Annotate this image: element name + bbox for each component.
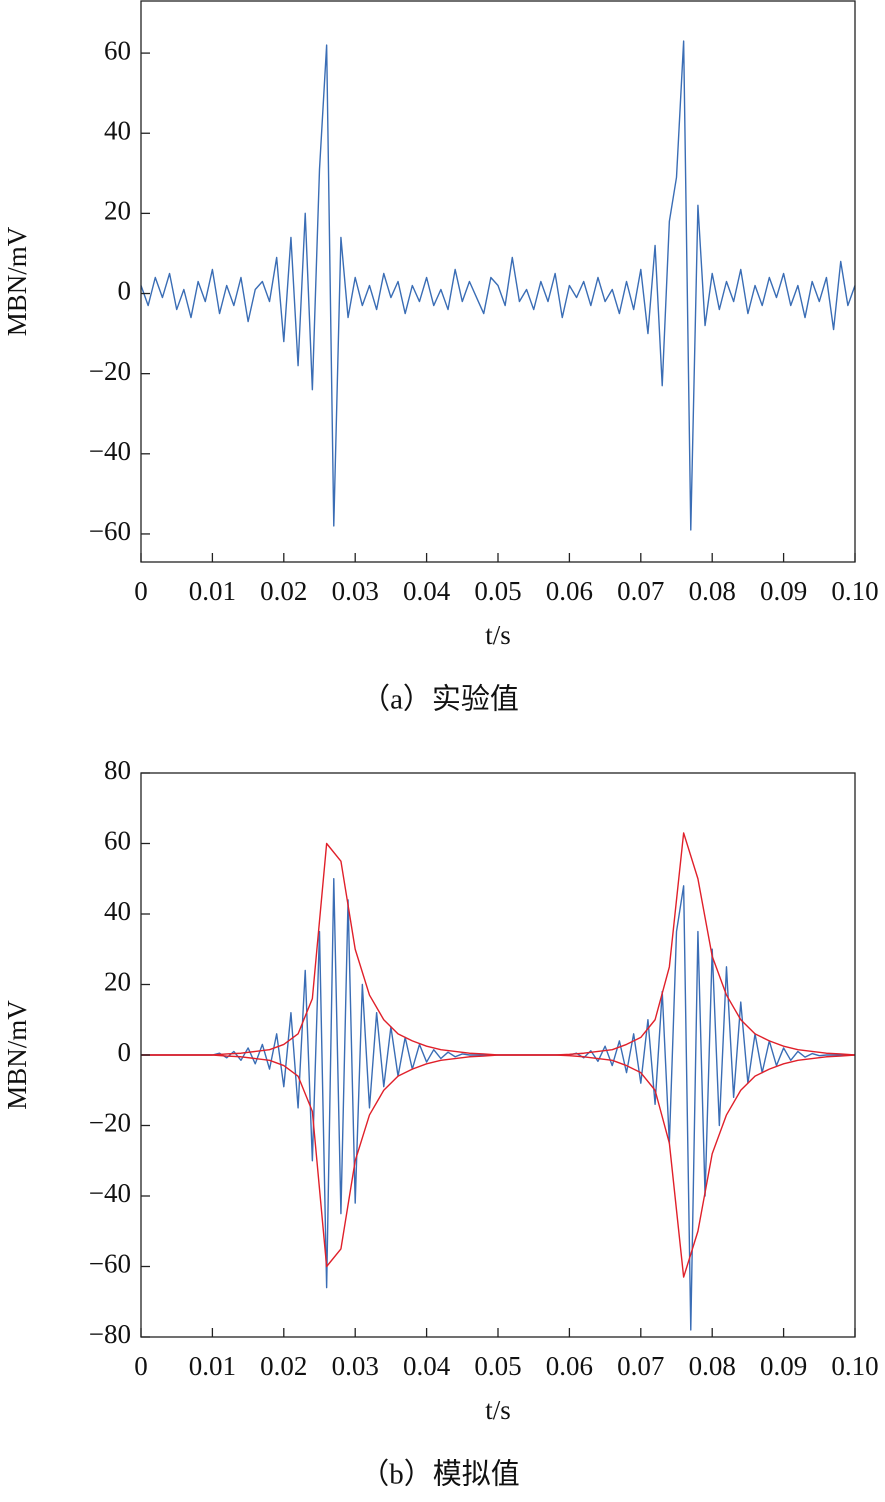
x-tick-label: 0.09 (760, 576, 807, 606)
x-tick-label: 0 (134, 576, 148, 606)
y-axis-label: MBN/mV (2, 226, 32, 336)
x-tick-label: 0.05 (474, 1351, 521, 1381)
x-tick-label: 0.02 (260, 576, 307, 606)
x-axis-label: t/s (485, 620, 511, 650)
y-tick-label: −40 (89, 1178, 131, 1208)
x-tick-label: 0.01 (189, 576, 236, 606)
data-line (141, 1054, 856, 1278)
y-tick-label: −60 (89, 516, 131, 546)
plot-frame (140, 0, 856, 563)
y-tick-label: 40 (104, 115, 131, 145)
x-tick-label: 0.03 (332, 576, 379, 606)
caption: （b）模拟值 (360, 1458, 520, 1491)
data-line (141, 878, 855, 1331)
x-tick-label: 0.07 (617, 1351, 664, 1381)
x-tick-label: 0.06 (546, 576, 593, 606)
x-tick-label: 0.04 (403, 1351, 451, 1381)
x-tick-label: 0.06 (546, 1351, 593, 1381)
y-tick-label: 20 (104, 967, 131, 997)
data-line (140, 40, 856, 531)
y-tick-label: −60 (89, 1249, 131, 1279)
x-tick-label: 0.08 (689, 1351, 736, 1381)
y-tick-label: 60 (104, 35, 131, 65)
x-tick-label: 0.10 (831, 1351, 878, 1381)
x-tick-label: 0.07 (617, 576, 664, 606)
x-tick-label: 0.01 (189, 1351, 236, 1381)
y-tick-label: −20 (89, 356, 131, 386)
x-tick-label: 0.05 (474, 576, 521, 606)
y-axis-label: MBN/mV (2, 1000, 32, 1110)
y-tick-label: 60 (104, 826, 131, 856)
x-axis-label: t/s (485, 1395, 511, 1425)
y-tick-label: 40 (104, 896, 131, 926)
x-tick-label: 0.09 (760, 1351, 807, 1381)
x-tick-label: 0.03 (332, 1351, 379, 1381)
y-tick-label: −80 (89, 1319, 131, 1349)
y-tick-label: 0 (118, 1037, 132, 1067)
y-tick-label: 0 (118, 276, 132, 306)
data-line (141, 832, 856, 1056)
x-tick-label: 0 (134, 1351, 148, 1381)
y-tick-label: 20 (104, 196, 131, 226)
x-tick-label: 0.08 (689, 576, 736, 606)
x-tick-label: 0.04 (403, 576, 451, 606)
x-tick-label: 0.02 (260, 1351, 307, 1381)
x-tick-label: 0.10 (831, 576, 878, 606)
y-tick-label: −40 (89, 436, 131, 466)
y-tick-label: −20 (89, 1108, 131, 1138)
caption: （a）实验值 (361, 683, 519, 716)
y-tick-label: 80 (104, 755, 131, 785)
